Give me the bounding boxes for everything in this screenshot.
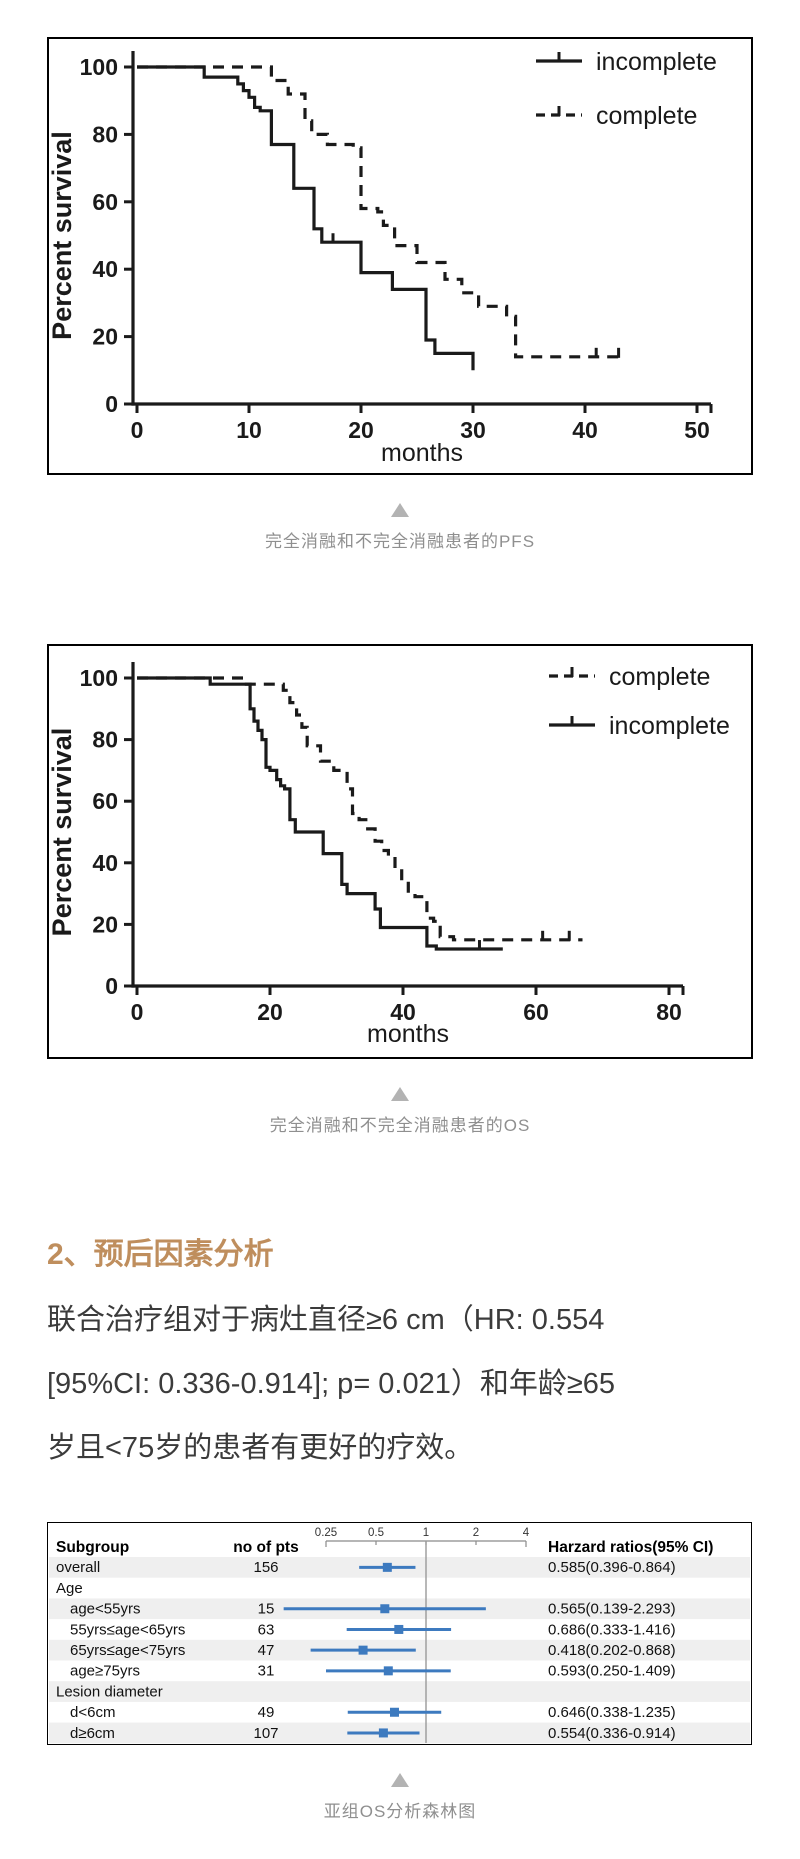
svg-text:107: 107 bbox=[253, 1725, 278, 1742]
svg-text:complete: complete bbox=[609, 663, 710, 691]
svg-text:no of pts: no of pts bbox=[233, 1539, 298, 1556]
figure-pfs: 0 20 40 60 80 100 0 10 20 30 40 50 Percent survival m… bbox=[0, 37, 800, 554]
svg-text:40: 40 bbox=[92, 850, 118, 876]
analysis-text-line-1: 联合治疗组对于病灶直径≥6 cm（HR: 0.554 bbox=[47, 1304, 605, 1336]
svg-text:50: 50 bbox=[684, 417, 710, 443]
pfs-km-chart: 0 20 40 60 80 100 0 10 20 30 40 50 Percent survival m… bbox=[49, 48, 717, 467]
svg-text:55yrs≤age<65yrs: 55yrs≤age<65yrs bbox=[70, 1621, 185, 1638]
pfs-caption: 完全消融和不完全消融患者的PFS bbox=[264, 532, 536, 551]
svg-text:49: 49 bbox=[258, 1704, 275, 1721]
forest-plot-chart: Subgroup no of pts Harzard ratios(95% CI) 0… bbox=[49, 1527, 750, 1744]
svg-text:60: 60 bbox=[92, 788, 118, 814]
svg-text:60: 60 bbox=[523, 999, 549, 1025]
svg-text:0.554(0.336-0.914): 0.554(0.336-0.914) bbox=[548, 1725, 676, 1742]
svg-text:overall: overall bbox=[56, 1559, 100, 1576]
forest-plot-frame: Subgroup no of pts Harzard ratios(95% CI) 0… bbox=[47, 1522, 752, 1745]
svg-text:10: 10 bbox=[236, 417, 262, 443]
analysis-text: 联合治疗组对于病灶直径≥6 cm（HR: 0.554 [95%CI: 0.336… bbox=[47, 1288, 753, 1480]
svg-text:156: 156 bbox=[253, 1559, 278, 1576]
svg-text:Subgroup: Subgroup bbox=[56, 1539, 129, 1556]
svg-text:0.25: 0.25 bbox=[315, 1527, 337, 1539]
svg-text:0: 0 bbox=[131, 999, 144, 1025]
svg-text:100: 100 bbox=[80, 54, 118, 80]
svg-text:incomplete: incomplete bbox=[596, 48, 717, 76]
svg-text:2: 2 bbox=[473, 1527, 479, 1539]
svg-text:40: 40 bbox=[92, 256, 118, 282]
svg-text:0.565(0.139-2.293): 0.565(0.139-2.293) bbox=[548, 1601, 676, 1618]
svg-text:d≥6cm: d≥6cm bbox=[70, 1725, 115, 1742]
svg-text:Age: Age bbox=[56, 1580, 83, 1597]
svg-text:15: 15 bbox=[258, 1601, 275, 1618]
svg-text:Percent survival: Percent survival bbox=[49, 728, 77, 937]
svg-text:40: 40 bbox=[390, 999, 416, 1025]
svg-text:complete: complete bbox=[596, 102, 697, 130]
svg-text:30: 30 bbox=[460, 417, 486, 443]
caption-pointer-icon bbox=[391, 1087, 409, 1101]
caption-pointer-icon bbox=[391, 503, 409, 517]
forest-caption: 亚组OS分析森林图 bbox=[323, 1802, 477, 1821]
svg-text:Percent survival: Percent survival bbox=[49, 131, 77, 340]
svg-text:63: 63 bbox=[258, 1621, 275, 1638]
svg-text:4: 4 bbox=[523, 1527, 530, 1539]
analysis-text-line-3: 岁且<75岁的患者有更好的疗效。 bbox=[47, 1432, 474, 1464]
svg-text:80: 80 bbox=[92, 727, 118, 753]
svg-text:age<55yrs: age<55yrs bbox=[70, 1601, 140, 1618]
svg-text:80: 80 bbox=[92, 121, 118, 147]
svg-text:40: 40 bbox=[572, 417, 598, 443]
svg-text:age≥75yrs: age≥75yrs bbox=[70, 1663, 140, 1680]
svg-text:0.5: 0.5 bbox=[368, 1527, 384, 1539]
svg-text:Lesion diameter: Lesion diameter bbox=[56, 1683, 163, 1700]
caption-pointer-icon bbox=[391, 1773, 409, 1787]
svg-text:80: 80 bbox=[656, 999, 682, 1025]
svg-text:0: 0 bbox=[131, 417, 144, 443]
svg-text:0.686(0.333-1.416): 0.686(0.333-1.416) bbox=[548, 1621, 676, 1638]
svg-text:20: 20 bbox=[257, 999, 283, 1025]
svg-text:1: 1 bbox=[423, 1527, 429, 1539]
svg-text:months: months bbox=[381, 439, 463, 467]
svg-text:0.585(0.396-0.864): 0.585(0.396-0.864) bbox=[548, 1559, 676, 1576]
svg-text:months: months bbox=[367, 1020, 449, 1048]
svg-text:0.418(0.202-0.868): 0.418(0.202-0.868) bbox=[548, 1642, 676, 1659]
svg-text:Harzard ratios(95% CI): Harzard ratios(95% CI) bbox=[548, 1539, 713, 1556]
svg-text:0.593(0.250-1.409): 0.593(0.250-1.409) bbox=[548, 1663, 676, 1680]
os-caption: 完全消融和不完全消融患者的OS bbox=[269, 1116, 531, 1135]
svg-text:0: 0 bbox=[105, 973, 118, 999]
svg-text:20: 20 bbox=[92, 324, 118, 350]
svg-text:60: 60 bbox=[92, 189, 118, 215]
article-page: 0 20 40 60 80 100 0 10 20 30 40 50 Percent survival m… bbox=[0, 37, 800, 1858]
svg-text:0: 0 bbox=[105, 391, 118, 417]
svg-text:d<6cm: d<6cm bbox=[70, 1704, 115, 1721]
os-km-chart: 0 20 40 60 80 100 0 20 40 60 80 Percent survival mon… bbox=[49, 662, 730, 1048]
svg-text:incomplete: incomplete bbox=[609, 712, 730, 740]
figure-forest: Subgroup no of pts Harzard ratios(95% CI) 0… bbox=[0, 1522, 800, 1824]
analysis-text-line-2: [95%CI: 0.336-0.914]; p= 0.021）和年龄≥65 bbox=[47, 1368, 616, 1400]
pfs-chart-frame: 0 20 40 60 80 100 0 10 20 30 40 50 Percent survival m… bbox=[47, 37, 753, 475]
svg-text:47: 47 bbox=[258, 1642, 275, 1659]
svg-text:65yrs≤age<75yrs: 65yrs≤age<75yrs bbox=[70, 1642, 185, 1659]
figure-os: 0 20 40 60 80 100 0 20 40 60 80 Percent survival mon… bbox=[0, 644, 800, 1138]
section-heading: 2、预后因素分析 bbox=[47, 1238, 274, 1271]
svg-text:0.646(0.338-1.235): 0.646(0.338-1.235) bbox=[548, 1704, 676, 1721]
svg-text:20: 20 bbox=[348, 417, 374, 443]
svg-text:31: 31 bbox=[258, 1663, 275, 1680]
svg-text:20: 20 bbox=[92, 911, 118, 937]
os-chart-frame: 0 20 40 60 80 100 0 20 40 60 80 Percent survival mon… bbox=[47, 644, 753, 1059]
svg-text:100: 100 bbox=[80, 665, 118, 691]
